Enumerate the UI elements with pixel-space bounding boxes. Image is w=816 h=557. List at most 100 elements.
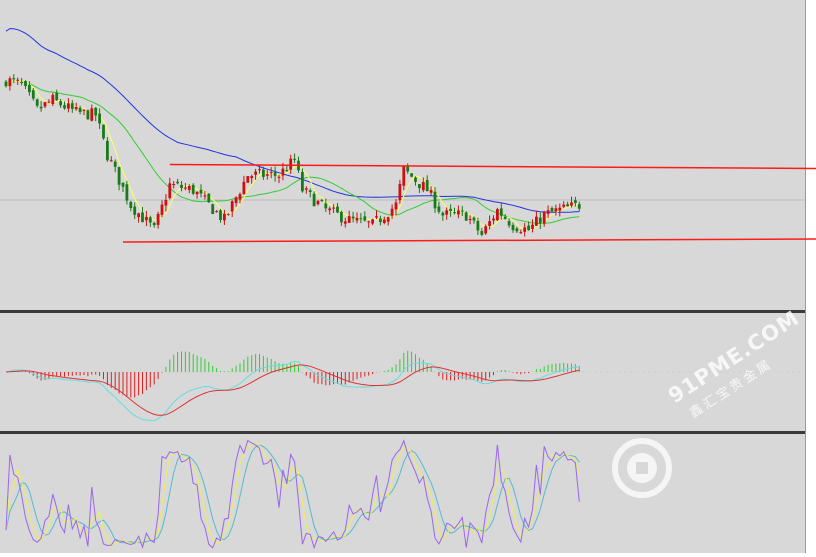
candle-body	[511, 224, 515, 231]
candle-body	[398, 184, 402, 201]
candle-body	[566, 204, 569, 207]
candle-body	[503, 216, 507, 219]
candle-body	[63, 105, 66, 109]
candle-body	[488, 221, 491, 226]
candle-body	[394, 202, 398, 210]
candle-body	[492, 218, 495, 221]
candle-body	[289, 158, 293, 170]
candle-body	[382, 219, 386, 223]
moving-average-fast-line	[5, 80, 580, 231]
candle-body	[148, 217, 152, 223]
candle-body	[480, 231, 484, 235]
candle-body	[343, 221, 347, 224]
candle-body	[129, 202, 133, 208]
candle-body	[507, 221, 511, 226]
candle-body	[527, 225, 530, 231]
candle-body	[265, 174, 269, 176]
candle-body	[203, 195, 207, 197]
candle-body	[437, 206, 441, 212]
candle-body	[238, 194, 242, 200]
candle-body	[98, 113, 101, 124]
candle-body	[542, 212, 546, 224]
candle-body	[421, 182, 425, 191]
candle-body	[476, 221, 480, 231]
candle-body	[340, 211, 343, 223]
candle-body	[324, 203, 328, 209]
candle-body	[250, 176, 254, 179]
candle-body	[226, 213, 230, 215]
candle-body	[554, 208, 558, 212]
watermark-coin-icon	[612, 438, 672, 498]
candle-body	[35, 99, 39, 106]
moving-average-mid-line	[5, 80, 580, 225]
candle-body	[496, 209, 499, 221]
candle-body	[246, 176, 250, 183]
candle-body	[301, 171, 304, 192]
candle-body	[109, 160, 113, 162]
panel-separator	[0, 431, 805, 434]
candle-body	[570, 202, 573, 206]
candle-body	[262, 169, 265, 177]
candle-body	[449, 208, 452, 211]
candle-body	[359, 218, 363, 220]
candle-body	[86, 110, 90, 120]
candle-body	[433, 191, 437, 209]
candle-body	[304, 188, 308, 190]
candle-body	[371, 219, 374, 224]
candle-body	[351, 216, 355, 219]
candle-body	[523, 227, 527, 232]
candle-body	[390, 208, 394, 216]
candle-body	[180, 184, 183, 189]
stochastic-k-line	[5, 439, 580, 550]
moving-average-slow-line	[5, 28, 580, 213]
candle-body	[254, 171, 257, 175]
candle-body	[406, 166, 410, 172]
candle-body	[70, 103, 74, 109]
candle-body	[156, 213, 160, 225]
macd-dif-line	[5, 360, 580, 422]
candle-body	[429, 190, 433, 193]
candle-body	[472, 217, 476, 221]
candle-body	[410, 173, 413, 177]
candle-body	[460, 210, 464, 212]
candle-body	[133, 206, 137, 215]
candle-body	[39, 106, 43, 109]
candle-body	[4, 81, 8, 87]
candle-body	[176, 181, 179, 184]
candle-body	[468, 219, 472, 220]
candle-body	[574, 200, 577, 203]
candle-body	[550, 208, 554, 212]
candle-body	[577, 204, 581, 209]
candle-body	[20, 82, 23, 83]
candle-body	[219, 210, 222, 220]
candle-body	[28, 85, 31, 93]
candle-body	[355, 217, 359, 221]
candle-body	[59, 101, 62, 106]
candle-body	[538, 217, 542, 224]
candle-body	[215, 211, 218, 213]
candle-body	[141, 212, 144, 223]
candle-body	[117, 166, 121, 185]
candle-body	[293, 158, 296, 160]
candle-body	[363, 216, 367, 221]
candle-body	[168, 183, 172, 199]
candle-body	[336, 206, 339, 213]
candle-body	[102, 124, 105, 139]
candle-body	[562, 204, 566, 207]
candle-body	[367, 221, 371, 223]
candle-body	[67, 103, 70, 109]
candle-body	[273, 172, 277, 176]
candle-body	[31, 90, 35, 99]
candle-body	[453, 212, 456, 214]
candle-body	[211, 204, 215, 214]
candle-body	[55, 92, 59, 101]
candle-body	[113, 161, 117, 167]
candle-body	[74, 107, 78, 110]
macd-dea-line	[5, 364, 580, 416]
candle-body	[484, 226, 488, 234]
candle-body	[106, 140, 109, 161]
candle-body	[457, 210, 460, 215]
candle-body	[145, 216, 148, 221]
